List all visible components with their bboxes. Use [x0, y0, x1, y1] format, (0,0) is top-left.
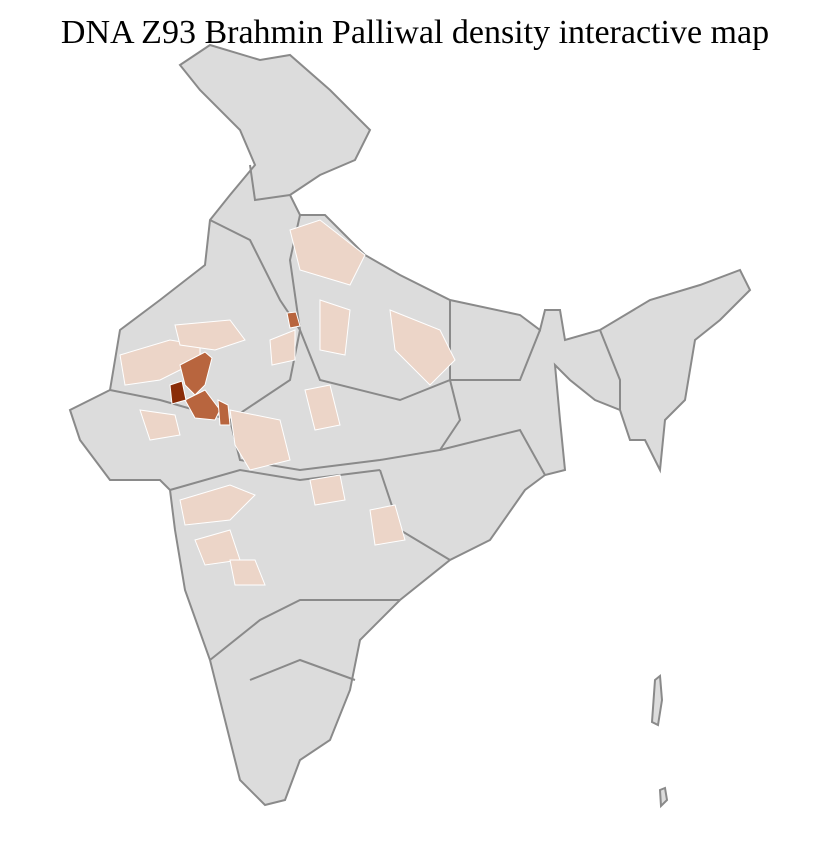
district-medium-density[interactable]: [286, 311, 301, 329]
nicobar-islands[interactable]: [658, 786, 669, 809]
district-low-density[interactable]: [229, 559, 266, 586]
district-medium-density[interactable]: [179, 351, 213, 396]
district-high-density[interactable]: [169, 380, 187, 405]
district-low-density[interactable]: [174, 319, 246, 351]
district-low-density[interactable]: [269, 329, 296, 366]
district-low-density[interactable]: [304, 384, 341, 431]
district-low-density[interactable]: [309, 474, 346, 506]
district-low-density[interactable]: [369, 504, 406, 546]
district-medium-density[interactable]: [184, 389, 221, 421]
district-low-density[interactable]: [389, 309, 456, 386]
map-title: DNA Z93 Brahmin Palliwal density interac…: [60, 14, 770, 51]
andaman-islands[interactable]: [650, 674, 664, 727]
district-low-density[interactable]: [289, 219, 366, 286]
district-low-density[interactable]: [319, 299, 351, 356]
district-low-density[interactable]: [229, 409, 291, 471]
district-low-density[interactable]: [139, 409, 181, 441]
state-borders: [109, 164, 621, 681]
district-low-density[interactable]: [179, 484, 256, 526]
district-medium-density[interactable]: [217, 399, 231, 426]
